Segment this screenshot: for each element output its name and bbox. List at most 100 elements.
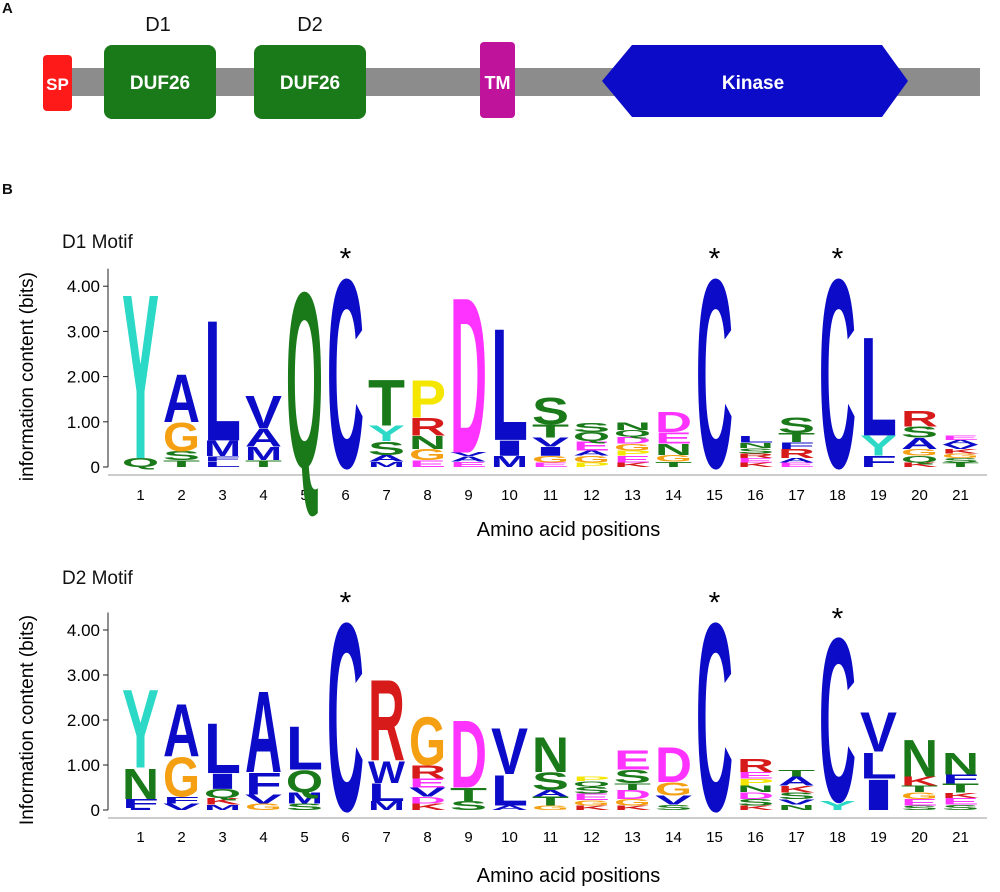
d2-logo-letter-S: S — [450, 799, 487, 813]
d1-logo-letter-N: N — [737, 441, 774, 449]
d2-logo-letter-V: V — [409, 785, 446, 799]
d1-x-tick-label: 3 — [218, 487, 226, 504]
d1-logo-letter-Y: Y — [122, 247, 159, 510]
d2-x-tick-label: 7 — [382, 829, 390, 846]
d2-logo-letter-F: F — [245, 767, 282, 802]
d1-logo-letter-S: S — [163, 449, 200, 463]
d1-logo-letter-M: M — [204, 437, 241, 461]
d2-logo-letter-L: L — [204, 709, 241, 790]
d2-logo-letter-G: G — [614, 797, 651, 807]
d1-logo-letter-S: S — [532, 390, 569, 433]
domain-sp — [43, 55, 72, 111]
d1-logo-letter-R: R — [901, 407, 938, 431]
d2-logo-letter-K: K — [573, 804, 611, 811]
d1-logo-letter-V: V — [942, 443, 980, 450]
d2-logo-letter-M: M — [286, 790, 323, 807]
d1-logo-letter-Q: Q — [614, 428, 651, 438]
d2-logo-letter-G: G — [409, 703, 446, 780]
d2-x-tick-label: 21 — [952, 829, 969, 846]
d2-logo-letter-T: T — [901, 784, 939, 794]
d2-logo-letter-E: E — [614, 744, 651, 775]
d2-logo-letter-M: M — [204, 803, 241, 811]
d1-logo-letter-T: T — [163, 459, 201, 469]
d2-logo-letter-F: F — [163, 795, 200, 805]
d1-x-tick-label: 19 — [870, 487, 887, 504]
d1-logo-letter-T: T — [942, 461, 979, 468]
d1-logo-letter-E: E — [614, 454, 651, 464]
d1-y-tick-label: 2.00 — [67, 368, 100, 387]
d2-logo-letter-P: P — [573, 776, 610, 783]
d1-logo-letter-Q: Q — [573, 430, 610, 444]
d2-logo-letter-Y: Y — [819, 799, 856, 813]
d2-x-tick-label: 20 — [911, 829, 928, 846]
d1-logo-letter-D: D — [450, 253, 487, 501]
d2-logo-letter-G: G — [163, 746, 200, 809]
d1-logo-letter-G: G — [901, 447, 938, 457]
d1-logo-letter-Q: Q — [286, 241, 323, 521]
d1-x-tick-label: 18 — [829, 487, 846, 504]
d1-x-tick-label: 8 — [423, 487, 431, 504]
d2-x-tick-label: 10 — [501, 829, 518, 846]
d2-logo-letter-T: T — [450, 785, 488, 806]
domain-duf26-2 — [254, 45, 366, 119]
d2-logo-letter-K: K — [204, 796, 241, 806]
d2-x-tick-label: 4 — [259, 829, 267, 846]
d2-x-tick-label: 2 — [177, 829, 185, 846]
d2-logo-letter-T: T — [532, 794, 569, 808]
d2-logo-letter-C: C — [327, 580, 364, 867]
d1-logo-letter-S: S — [901, 424, 938, 441]
d2-logo-letter-V: V — [655, 793, 692, 807]
d2-logo-stack: ILV — [860, 701, 897, 820]
d1-logo-letter-F: F — [778, 441, 815, 451]
d2-logo-letter-R: R — [368, 656, 405, 785]
d1-logo-letter-F: F — [860, 453, 897, 470]
d1-logo-letter-S: S — [737, 447, 774, 455]
d1-x-tick-label: 9 — [464, 487, 472, 504]
d2-logo-letter-V: V — [163, 802, 201, 812]
d2-x-tick-label: 15 — [706, 829, 723, 846]
d1-x-tick-label: 11 — [543, 487, 559, 504]
d2-logo-letter-K: K — [409, 802, 446, 812]
d2-logo-letter-D: D — [655, 737, 692, 793]
d2-logo-letter-N: N — [778, 803, 815, 811]
d1-x-tick-label: 2 — [177, 487, 185, 504]
d2-logo-letter-Y: Y — [122, 666, 159, 792]
d1-logo-letter-Y: Y — [368, 422, 405, 446]
domain-tm-label: TM — [485, 73, 511, 93]
d2-logo-letter-T: T — [778, 768, 816, 778]
d1-x-tick-label: 1 — [136, 487, 144, 504]
d1-logo-letter-A: A — [245, 424, 282, 453]
d1-x-tick-label: 5 — [300, 487, 308, 504]
d1-logo-letter-L: L — [491, 296, 528, 475]
d1-logo-letter-G: G — [655, 453, 692, 463]
d1-logo-letter-I: I — [491, 436, 528, 460]
d2-x-tick-label: 3 — [218, 829, 226, 846]
d2-logo-letter-Q: Q — [204, 786, 241, 800]
d2-logo-letter-S: S — [532, 767, 569, 795]
d1-logo-letter-L: L — [860, 308, 897, 466]
d2-x-tick-label: 19 — [870, 829, 887, 846]
domain-sublabel-d1: D1 — [145, 14, 171, 36]
d2-logo-letter-N: N — [122, 760, 159, 809]
d2-x-tick-label: 17 — [788, 829, 805, 846]
d1-logo-letter-A: A — [163, 359, 200, 436]
d2-logo-letter-K: K — [614, 804, 652, 811]
d2-logo-letter-T: T — [942, 781, 979, 795]
d1-logo-letter-N: N — [409, 432, 446, 453]
d1-logo-letter-A: A — [573, 449, 610, 457]
d2-logo-letter-W: W — [368, 756, 406, 791]
d1-logo-letter-C: C — [819, 240, 856, 525]
d1-logo-letter-Q: Q — [122, 456, 159, 470]
d1-x-tick-label: 10 — [501, 487, 518, 504]
domain-tm — [480, 42, 515, 118]
d1-y-tick-label: 3.00 — [67, 322, 100, 341]
d1-logo-letter-V: V — [450, 452, 488, 458]
d1-logo-letter-V: V — [532, 435, 569, 449]
